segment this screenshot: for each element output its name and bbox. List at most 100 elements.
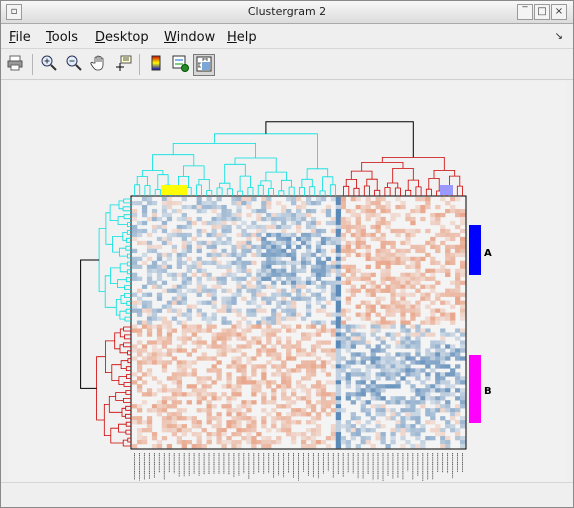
title-bar[interactable]: ▫ Clustergram 2 ‾ □ × [1,1,573,24]
insert-legend-icon[interactable] [170,54,190,74]
menu-help[interactable]: Help [227,30,257,45]
heatmap-cell [256,308,262,313]
heatmap-cell [410,216,416,222]
clustergram-plot[interactable]: AB [8,81,566,481]
dock-arrow-icon[interactable]: ↘ [554,31,563,42]
heatmap-cell [201,328,207,333]
menu-file[interactable]: File [9,30,31,45]
heatmap-cell [171,328,178,333]
heatmap-cell [390,300,396,305]
heatmap-cell [380,252,386,258]
heatmap-cell [300,388,307,393]
row-dendrogram[interactable] [80,198,131,447]
heatmap-cell [385,240,391,246]
heatmap-cell [166,300,173,305]
heatmap-cell [350,272,356,277]
heatmap-cell [181,348,187,353]
column-dendrogram[interactable] [134,121,463,196]
heatmap-cell [330,236,337,242]
heatmap-cell [350,288,356,293]
dendrogram-view-icon[interactable] [193,54,215,76]
heatmap-cell [340,424,347,429]
column-group-markers[interactable] [161,185,453,195]
heatmap-cell [410,356,416,361]
heatmap-cell [271,216,277,222]
heatmap-cell [132,348,138,353]
heatmap-cell [216,252,222,258]
row-group-marker-b[interactable] [469,355,481,423]
zoom-out-icon[interactable] [64,54,84,74]
heatmap-cell [400,344,406,349]
heatmap-cell [201,300,207,305]
heatmap-cell [246,380,252,385]
heatmap-cell [370,200,376,206]
heatmap-cell [246,400,252,405]
heatmap-cell [410,292,416,297]
heatmap-cell [281,396,287,401]
heatmap-cell [335,276,342,281]
heatmap-cell [176,392,182,397]
heatmap-cell [385,372,391,377]
menu-tools[interactable]: Tools [46,30,79,45]
maximize-icon[interactable]: □ [534,4,550,20]
column-group-marker[interactable] [440,185,453,195]
heatmap-cell [455,348,461,353]
heatmap-cell [251,308,257,313]
heatmap-cell [435,216,441,222]
heatmap-cell [375,224,381,230]
heatmap-cell [201,272,207,277]
zoom-in-icon[interactable] [39,54,59,74]
heatmap-cell [455,328,461,333]
heatmap-cell [281,240,287,246]
heatmap-cell [276,224,282,230]
window-menu-icon[interactable]: ▫ [6,4,22,20]
heatmap-cell [410,312,416,317]
heatmap-cell [460,328,466,333]
heatmap-cell [390,396,396,401]
heatmap-cell [146,276,153,281]
heatmap-cell [320,240,327,246]
data-cursor-icon[interactable] [113,54,133,74]
heatmap-cell [276,356,282,361]
heatmap[interactable] [132,197,466,449]
row-group-marker-a[interactable] [469,225,481,275]
heatmap-cell [300,240,307,246]
print-icon[interactable] [5,54,25,74]
heatmap-cell [211,296,217,301]
heatmap-cell [415,208,421,214]
heatmap-cell [186,372,192,377]
heatmap-cell [310,364,317,369]
menu-desktop[interactable]: Desktop [95,30,149,45]
row-group-markers[interactable]: AB [469,225,492,423]
heatmap-cell [136,352,143,357]
heatmap-cell [281,324,287,329]
heatmap-cell [345,264,351,270]
heatmap-cell [236,424,242,429]
heatmap-cell [380,197,386,202]
heatmap-cell [410,332,416,337]
heatmap-cell [196,288,202,293]
pan-hand-icon[interactable] [89,54,109,74]
menu-window[interactable]: Window [164,30,216,45]
heatmap-cell [166,412,173,417]
heatmap-cell [286,344,292,349]
heatmap-cell [216,276,222,281]
heatmap-cell [196,356,202,361]
dendrogram-link [124,334,131,340]
heatmap-cell [420,428,426,433]
heatmap-cell [266,380,272,385]
heatmap-cell [395,352,401,357]
heatmap-cell [221,392,227,397]
heatmap-cell [395,368,401,373]
heatmap-cell [236,320,242,325]
heatmap-cell [246,232,252,238]
heatmap-cell [281,420,287,425]
close-icon[interactable]: × [551,4,567,20]
dendrogram-link [124,316,131,322]
minimize-icon[interactable]: ‾ [517,4,533,20]
column-group-marker[interactable] [161,185,187,195]
heatmap-cell [460,308,466,313]
heatmap-cell [455,396,461,401]
heatmap-cell [355,232,361,238]
colorbar-icon[interactable] [146,54,166,74]
